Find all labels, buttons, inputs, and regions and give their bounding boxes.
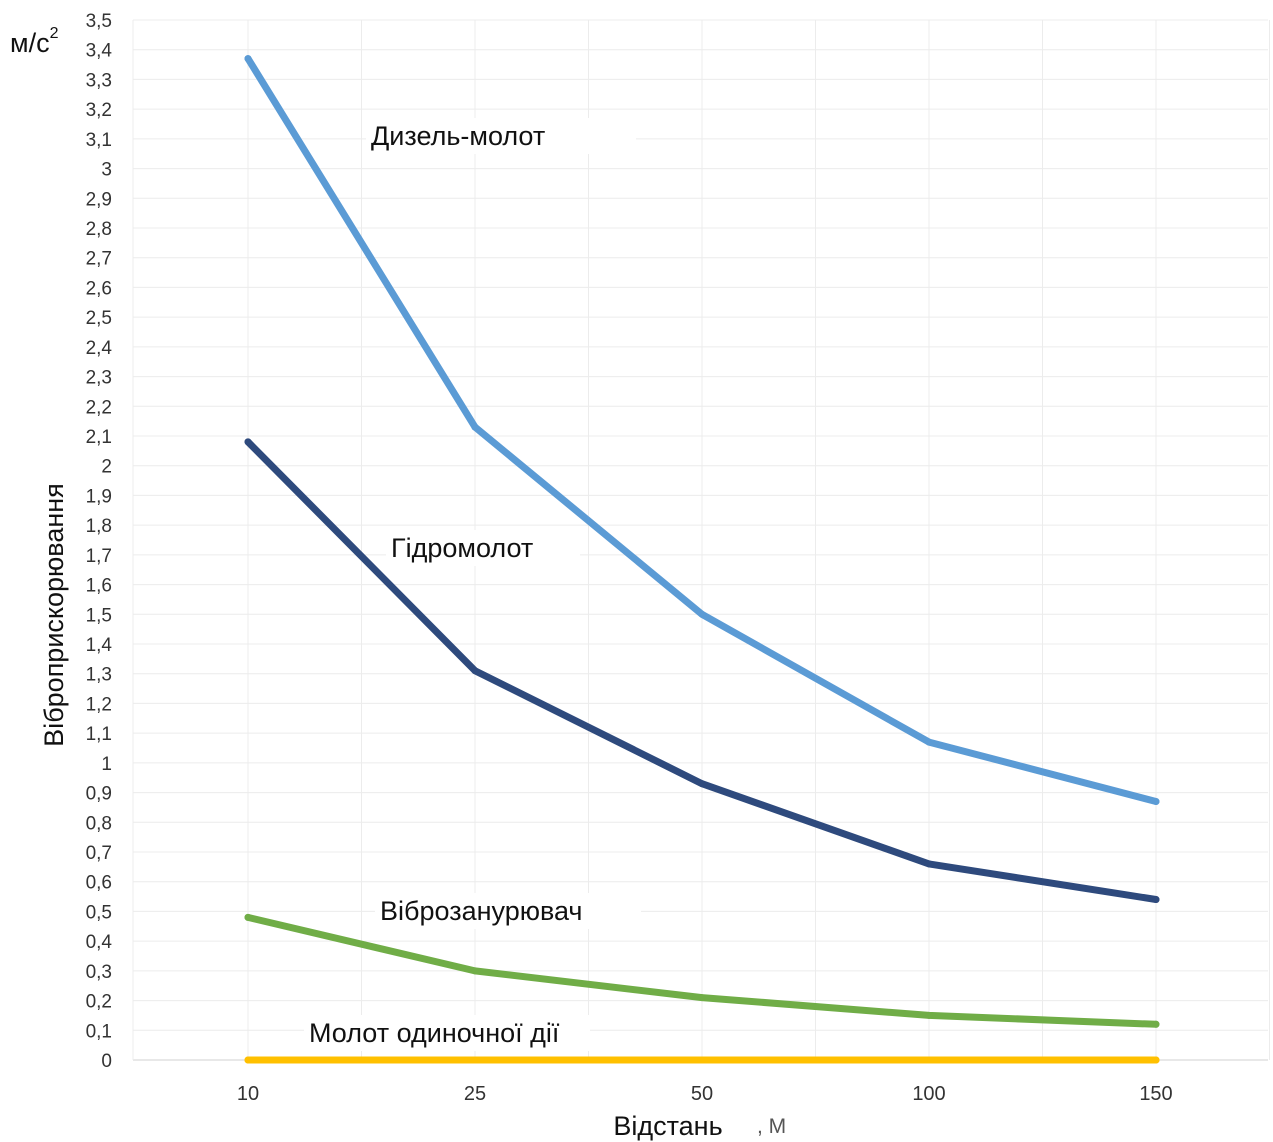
y-tick-label: 1,7	[86, 546, 112, 567]
y-tick-label: 0,4	[86, 932, 113, 953]
y-tick-label: 1,3	[86, 665, 112, 686]
y-tick-label: 0,8	[86, 813, 112, 834]
series-label-box	[386, 530, 580, 566]
y-tick-label: 1,1	[86, 724, 112, 745]
data-point	[1152, 1056, 1160, 1064]
y-tick-label: 2,6	[86, 278, 112, 299]
y-tick-labels: 0 0,1 0,2 0,3 0,4 0,5 0,6 0,7 0,8 0,9 1 1,1 1,2 1,3 1,…	[86, 11, 113, 1072]
series-label-1: Дизель-молот	[371, 121, 545, 151]
x-tick-label: 10	[237, 1083, 259, 1105]
y-tick-label: 2,7	[86, 249, 112, 270]
series-label-2: Гідромолот	[391, 533, 533, 563]
data-point	[698, 994, 706, 1002]
data-point	[1152, 798, 1160, 805]
x-tick-label: 100	[912, 1083, 945, 1105]
x-tick-labels: 10 25 50 100 150	[237, 1083, 1173, 1105]
data-point	[244, 1056, 252, 1064]
y-tick-label: 1,2	[86, 694, 112, 715]
y-axis-title: Віброприскорювання	[39, 483, 69, 747]
data-point	[1152, 896, 1160, 903]
y-tick-label: 2	[101, 457, 112, 478]
data-point	[698, 610, 706, 618]
data-point	[698, 1056, 706, 1064]
data-point	[1152, 1020, 1160, 1028]
y-tick-label: 3,1	[86, 130, 112, 151]
data-point	[471, 667, 479, 675]
data-point	[471, 423, 479, 431]
y-tick-label: 3,2	[86, 100, 112, 121]
y-tick-label: 0,1	[86, 1021, 112, 1042]
data-point	[925, 860, 933, 868]
y-tick-label: 2,4	[86, 338, 113, 359]
y-tick-label: 0,2	[86, 992, 112, 1013]
y-tick-label: 3,5	[86, 11, 112, 32]
data-point	[244, 438, 252, 446]
y-tick-label: 0,9	[86, 784, 112, 805]
series-label-box	[304, 1015, 590, 1051]
y-tick-label: 0	[101, 1051, 112, 1072]
y-tick-label: 2,5	[86, 308, 112, 329]
data-point	[244, 55, 252, 63]
y-tick-label: 3	[101, 160, 112, 181]
grid-lines	[132, 19, 1270, 1061]
x-axis-unit: , М	[757, 1115, 786, 1138]
y-tick-label: 1,9	[86, 486, 112, 507]
data-point	[925, 738, 933, 746]
series-label-4: Молот одиночної дії	[309, 1018, 560, 1048]
series-labels: Дизель-молот Гідромолот Віброзанурювач Моло…	[304, 118, 641, 1051]
y-tick-label: 0,6	[86, 873, 112, 894]
y-tick-label: 0,5	[86, 902, 112, 923]
y-tick-label: 0,7	[86, 843, 112, 864]
y-tick-label: 2,3	[86, 368, 112, 389]
y-tick-label: 1,8	[86, 516, 112, 537]
x-tick-label: 150	[1139, 1083, 1172, 1105]
data-point	[244, 913, 252, 921]
y-unit-label: м/с2	[10, 25, 59, 58]
y-tick-label: 1,5	[86, 605, 112, 626]
x-axis-title: Відстань	[613, 1111, 722, 1141]
data-point	[471, 1056, 479, 1064]
series-label-box	[366, 118, 636, 154]
series-lines	[244, 55, 1160, 1064]
y-tick-label: 0,3	[86, 962, 112, 983]
data-point	[925, 1056, 933, 1064]
y-tick-label: 3,3	[86, 70, 112, 91]
x-tick-label: 50	[691, 1083, 713, 1105]
y-tick-label: 1	[101, 754, 112, 775]
data-point	[925, 1011, 933, 1019]
x-tick-label: 25	[464, 1083, 486, 1105]
y-tick-label: 3,4	[86, 41, 113, 62]
y-tick-label: 1,6	[86, 576, 112, 597]
y-tick-label: 2,8	[86, 219, 112, 240]
y-tick-label: 2,1	[86, 427, 112, 448]
series-label-3: Віброзанурювач	[380, 896, 583, 926]
data-point	[698, 780, 706, 788]
data-point	[471, 967, 479, 975]
y-tick-label: 2,9	[86, 189, 112, 210]
y-tick-label: 1,4	[86, 635, 113, 656]
series-label-box	[375, 893, 641, 929]
y-tick-label: 2,2	[86, 397, 112, 418]
